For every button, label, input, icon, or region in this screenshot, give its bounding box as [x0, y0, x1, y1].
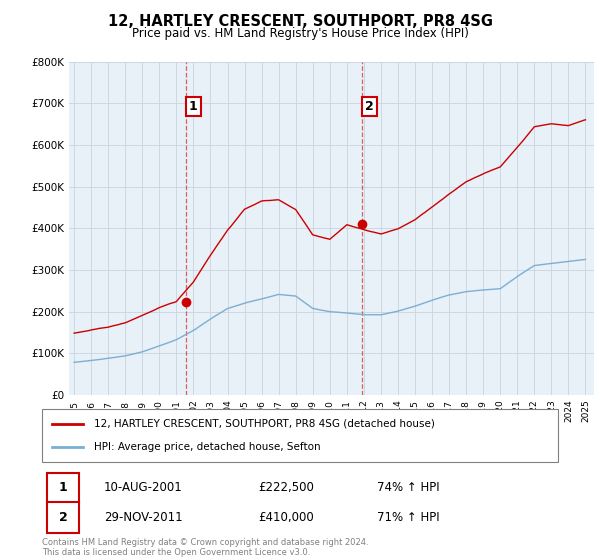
FancyBboxPatch shape	[47, 502, 79, 533]
Text: Price paid vs. HM Land Registry's House Price Index (HPI): Price paid vs. HM Land Registry's House …	[131, 27, 469, 40]
FancyBboxPatch shape	[47, 473, 79, 503]
Text: 29-NOV-2011: 29-NOV-2011	[104, 511, 182, 524]
Text: 2: 2	[59, 511, 68, 524]
Text: 1: 1	[59, 481, 68, 494]
Text: 1: 1	[189, 100, 197, 113]
Text: 10-AUG-2001: 10-AUG-2001	[104, 481, 182, 494]
Text: £222,500: £222,500	[259, 481, 314, 494]
Text: 2: 2	[365, 100, 373, 113]
FancyBboxPatch shape	[42, 409, 558, 462]
Text: 12, HARTLEY CRESCENT, SOUTHPORT, PR8 4SG (detached house): 12, HARTLEY CRESCENT, SOUTHPORT, PR8 4SG…	[94, 419, 434, 429]
Text: HPI: Average price, detached house, Sefton: HPI: Average price, detached house, Seft…	[94, 442, 320, 452]
Text: 71% ↑ HPI: 71% ↑ HPI	[377, 511, 440, 524]
Text: 12, HARTLEY CRESCENT, SOUTHPORT, PR8 4SG: 12, HARTLEY CRESCENT, SOUTHPORT, PR8 4SG	[107, 14, 493, 29]
Text: £410,000: £410,000	[259, 511, 314, 524]
Text: 74% ↑ HPI: 74% ↑ HPI	[377, 481, 440, 494]
Text: Contains HM Land Registry data © Crown copyright and database right 2024.
This d: Contains HM Land Registry data © Crown c…	[42, 538, 368, 557]
